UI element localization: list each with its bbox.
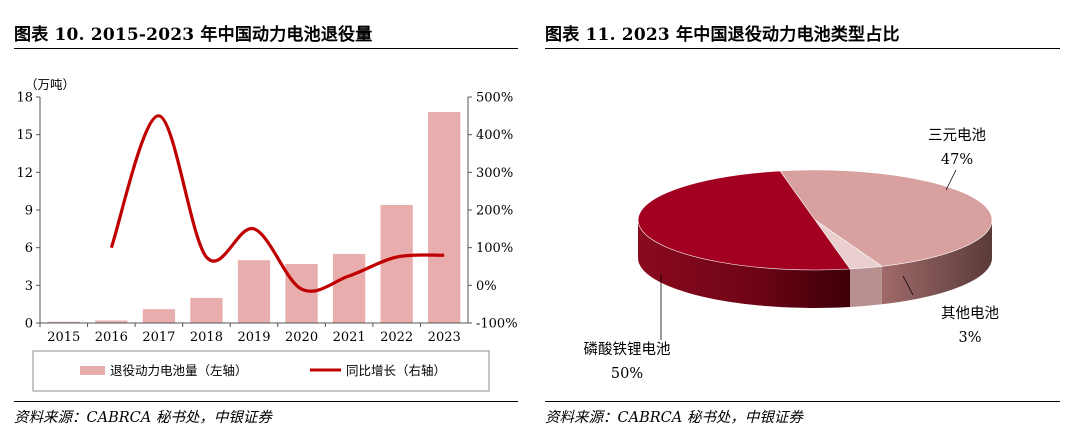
y-tick-label-left: 18: [16, 91, 33, 106]
bar: [95, 320, 128, 323]
pie-slice-label: 磷酸铁锂电池: [584, 341, 671, 358]
left-source-rule: [14, 401, 518, 402]
pie-slice-value: 50%: [611, 366, 643, 382]
chart-legend-box: [32, 350, 490, 392]
y-tick-label-right: 500%: [476, 91, 513, 106]
legend-swatch-bar: [80, 366, 105, 375]
pie-slice-value: 47%: [941, 152, 973, 168]
left-figure-panel: 图表 10. 2015-2023 年中国动力电池退役量 18 15 12 9 6 3 0 50…: [0, 0, 526, 440]
pie-slice-side: [638, 220, 851, 308]
right-figure-title: 图表 11. 2023 年中国退役动力电池类型占比: [545, 25, 900, 45]
x-tick-label: 2016: [95, 330, 128, 345]
legend-label-line: 同比增长（右轴）: [346, 363, 446, 378]
right-source-rule: [545, 401, 1060, 402]
right-title-rule: [545, 48, 1060, 49]
y-tick-label-right: 200%: [476, 204, 513, 219]
left-source-note: 资料来源：CABRCA 秘书处，中银证券: [14, 410, 272, 426]
pie-chart-3d: 三元电池 47% 其他电池 3% 磷酸铁锂电池 50%: [584, 127, 1000, 382]
y-tick-label-right: 100%: [476, 241, 513, 256]
pie-slice-top: [779, 169, 993, 267]
pie-leader-line: [945, 169, 957, 191]
x-tick-label: 2022: [380, 330, 413, 345]
y-tick-label-left: 12: [16, 166, 33, 181]
pie-leader-line: [902, 275, 914, 296]
pie-slice-top: [638, 170, 851, 271]
y-tick-label-left: 0: [25, 317, 33, 332]
bar: [47, 321, 80, 323]
x-tick-label: 2020: [285, 330, 318, 345]
left-figure-title: 图表 10. 2015-2023 年中国动力电池退役量: [14, 25, 373, 45]
y-tick-label-left: 3: [25, 279, 33, 294]
x-tick-label: 2023: [428, 330, 461, 345]
right-source-note: 资料来源：CABRCA 秘书处，中银证券: [545, 410, 803, 426]
x-tick-label: 2021: [333, 330, 366, 345]
pie-slice-label: 其他电池: [941, 305, 999, 322]
x-tick-label: 2015: [47, 330, 80, 345]
y-tick-label-left: 15: [16, 128, 33, 143]
bar: [380, 204, 413, 323]
y-tick-label-right: 0%: [476, 279, 497, 294]
bar: [332, 253, 366, 323]
right-figure-panel: 图表 11. 2023 年中国退役动力电池类型占比 三元电池 47% 其他电池 3% 磷…: [543, 0, 1080, 440]
x-tick-label: 2018: [190, 330, 223, 345]
y-tick-label-right: 400%: [476, 128, 513, 143]
y-tick-label-left: 9: [25, 204, 33, 219]
left-title-rule: [14, 48, 518, 49]
bar: [142, 309, 176, 323]
bar: [428, 112, 461, 323]
y-tick-label-left: 6: [25, 241, 33, 256]
y-tick-label-right: -100%: [476, 317, 518, 332]
bar: [190, 297, 223, 323]
y-axis-unit-label: （万吨）: [25, 77, 75, 92]
y-tick-label-right: 300%: [476, 166, 513, 181]
x-tick-label: 2017: [142, 330, 175, 345]
bar: [237, 260, 271, 323]
bar: [285, 263, 318, 323]
growth-rate-line: [109, 114, 445, 293]
x-tick-label: 2019: [237, 330, 270, 345]
pie-slice-label: 三元电池: [928, 127, 986, 144]
bar-line-chart: 18 15 12 9 6 3 0 500% 400% 300% 200% 100% 0% -100% 201…: [16, 77, 518, 392]
legend-label-bar: 退役动力电池量（左轴）: [110, 363, 248, 378]
pie-slice-side: [850, 266, 882, 308]
pie-slice-side: [881, 220, 992, 305]
pie-slice-value: 3%: [958, 330, 981, 346]
